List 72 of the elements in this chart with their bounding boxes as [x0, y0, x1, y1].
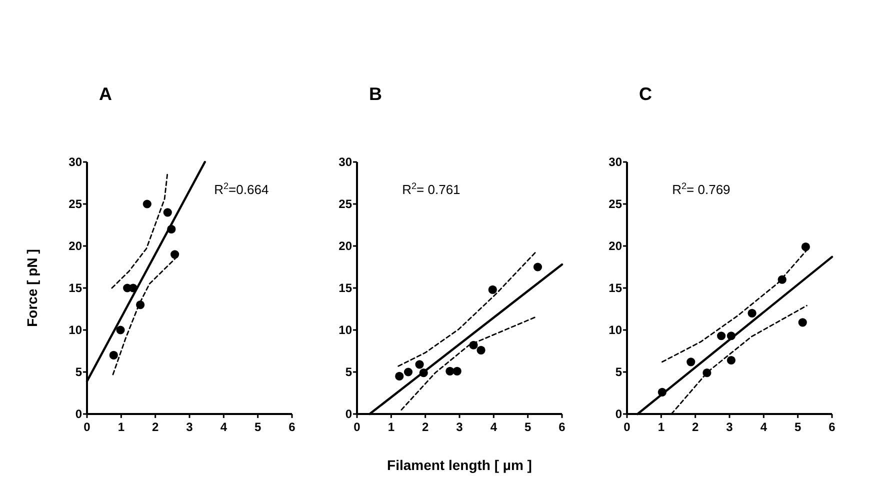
- y-tick-label: 20: [608, 239, 622, 253]
- x-tick-label: 0: [624, 420, 631, 434]
- point: [801, 242, 810, 252]
- x-tick-label: 2: [692, 420, 699, 434]
- x-tick-label: 3: [456, 420, 464, 434]
- point: [798, 318, 807, 327]
- line-series: [398, 250, 538, 367]
- chart-title: A: [99, 84, 112, 104]
- y-tick-label: 10: [608, 323, 622, 337]
- x-tick-label: 6: [828, 420, 836, 434]
- x-tick-label: 1: [388, 420, 395, 434]
- x-tick-label: 1: [118, 420, 125, 434]
- line-series: [400, 316, 538, 410]
- annotation: R$^{2}$= 0.769: [672, 181, 730, 197]
- x-tick-label: 4: [220, 420, 228, 434]
- x-tick-label: 5: [794, 420, 802, 434]
- point: [404, 368, 413, 376]
- point: [163, 208, 172, 217]
- point: [415, 360, 424, 369]
- point: [142, 200, 152, 208]
- y-tick-label: 5: [345, 365, 352, 379]
- point: [476, 346, 486, 354]
- y-tick-label: 30: [338, 155, 352, 169]
- chart-title: B: [369, 84, 382, 104]
- point: [717, 332, 726, 340]
- point: [452, 366, 462, 376]
- x-tick-label: 4: [490, 420, 498, 434]
- x-tick-label: 5: [524, 420, 532, 434]
- point: [395, 372, 404, 380]
- y-tick-label: 25: [338, 197, 352, 211]
- annotation: R$^{2}$=0.664: [214, 181, 269, 197]
- x-axis-title: Filament length [ µm ]: [387, 457, 532, 473]
- point: [116, 326, 125, 334]
- y-tick-label: 15: [608, 281, 622, 295]
- point: [748, 308, 756, 318]
- line-series: [111, 174, 168, 289]
- y-tick-label: 30: [608, 155, 622, 169]
- y-tick-label: 5: [615, 365, 622, 379]
- y-tick-label: 10: [68, 323, 82, 337]
- point: [533, 262, 542, 272]
- x-tick-label: 3: [726, 420, 734, 434]
- point: [170, 250, 180, 259]
- y-tick-label: 25: [608, 197, 622, 211]
- point: [686, 358, 696, 366]
- y-tick-label: 30: [68, 155, 82, 169]
- y-tick-label: 10: [338, 323, 352, 337]
- y-tick-label: 20: [338, 239, 352, 253]
- x-tick-label: 0: [84, 420, 91, 434]
- x-tick-label: 4: [760, 420, 768, 434]
- y-tick-label: 5: [75, 365, 82, 379]
- annotation: R$^{2}$= 0.761: [402, 181, 460, 197]
- x-tick-label: 0: [354, 420, 361, 434]
- x-tick-label: 2: [422, 420, 429, 434]
- point: [726, 356, 736, 365]
- x-tick-label: 6: [558, 420, 566, 434]
- point: [446, 366, 454, 376]
- x-tick-label: 6: [288, 420, 296, 434]
- point: [488, 285, 497, 294]
- chart-title: C: [639, 84, 652, 104]
- y-axis-title: Force [ pN ]: [24, 249, 40, 327]
- x-tick-label: 2: [152, 420, 159, 434]
- y-tick-label: 25: [68, 197, 82, 211]
- y-tick-label: 20: [68, 239, 82, 253]
- y-tick-label: 15: [68, 281, 82, 295]
- y-tick-label: 0: [75, 407, 82, 421]
- y-tick-label: 0: [615, 407, 622, 421]
- y-tick-label: 15: [338, 281, 352, 295]
- y-tick-label: 0: [345, 407, 352, 421]
- x-tick-label: 3: [186, 420, 194, 434]
- x-tick-label: 5: [254, 420, 262, 434]
- x-tick-label: 1: [658, 420, 665, 434]
- point: [109, 350, 118, 360]
